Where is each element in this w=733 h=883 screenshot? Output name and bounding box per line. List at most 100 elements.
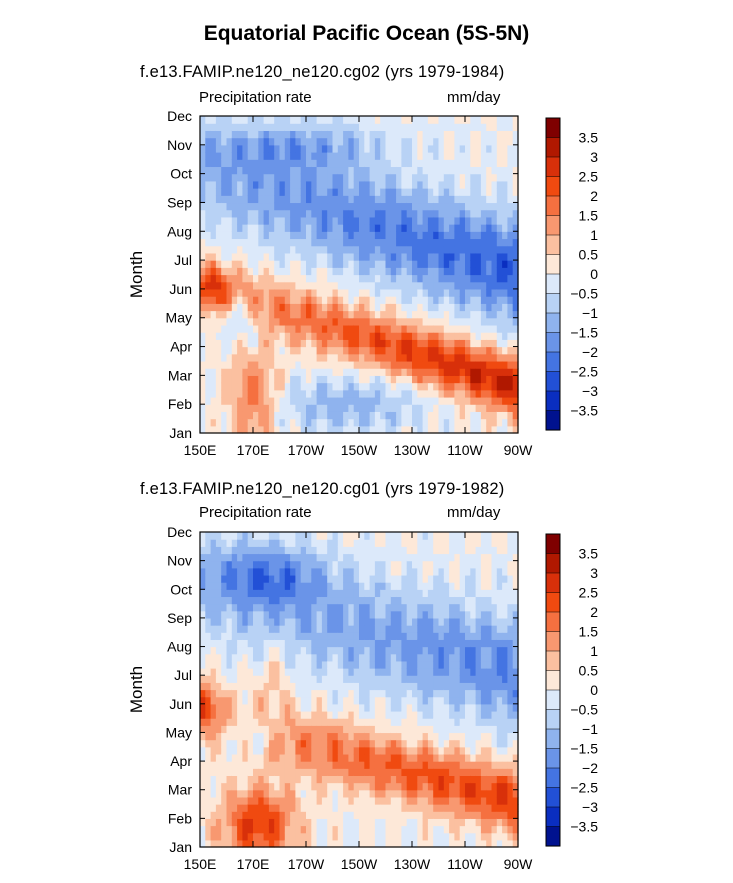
- panel2-cell: [433, 539, 440, 547]
- panel2-cell: [268, 574, 275, 583]
- panel1-cell: [242, 375, 249, 384]
- panel2-cell: [337, 689, 344, 698]
- panel1-cell: [226, 353, 233, 362]
- panel1-cell: [406, 396, 413, 405]
- panel2-cell: [226, 574, 233, 583]
- panel1-cell: [221, 180, 228, 189]
- panel2-cell: [253, 775, 259, 784]
- panel1-cell: [507, 346, 514, 355]
- panel1-cell: [274, 303, 281, 312]
- panel2-cell: [205, 560, 212, 569]
- panel1-cell: [306, 231, 312, 240]
- panel1-cell: [380, 152, 387, 160]
- panel1-cell: [480, 144, 487, 153]
- panel2-cell: [343, 804, 349, 812]
- panel1-cell: [295, 346, 302, 355]
- panel2-cell: [364, 804, 371, 812]
- panel2-cell: [226, 625, 233, 633]
- panel1-cell: [438, 375, 445, 384]
- panel1-cell: [215, 375, 222, 384]
- panel1-cell: [205, 173, 212, 182]
- panel1-cell: [486, 252, 493, 261]
- panel1-cell: [390, 130, 397, 139]
- panel2-cell: [385, 596, 392, 605]
- panel1-cell: [507, 116, 514, 124]
- panel2-cell: [253, 610, 259, 619]
- panel1-cell: [390, 332, 397, 340]
- panel1-cell: [374, 180, 381, 189]
- panel1-cell: [210, 245, 217, 254]
- panel1-cell: [263, 404, 270, 412]
- panel1-cell: [433, 324, 440, 333]
- panel2-cell: [268, 832, 275, 841]
- panel2-cell: [343, 596, 349, 605]
- panel1-cell: [290, 152, 296, 160]
- panel1-cell: [385, 231, 392, 240]
- panel2-cell: [253, 539, 259, 547]
- panel2-cell: [268, 553, 275, 562]
- panel1-cell: [348, 209, 355, 218]
- panel2-cell: [364, 703, 371, 712]
- panel1-cell: [300, 195, 307, 204]
- panel2-cell: [465, 739, 471, 748]
- panel1-cell: [470, 339, 477, 348]
- panel2-cell: [417, 596, 424, 605]
- panel2-cell: [422, 811, 429, 819]
- panel1-cell: [417, 310, 424, 319]
- panel1-cell: [390, 180, 397, 189]
- panel2-cell: [417, 718, 424, 726]
- panel2-cell: [215, 596, 222, 605]
- panel2-cell: [253, 703, 259, 712]
- panel1-cell: [438, 332, 445, 340]
- panel2-cell: [295, 675, 302, 683]
- panel2-cell: [284, 725, 291, 734]
- panel2-cell: [412, 768, 418, 777]
- panel2-cell: [337, 567, 344, 576]
- panel2-cell: [401, 732, 408, 741]
- panel2-cell: [427, 660, 434, 669]
- panel1-cell: [374, 116, 381, 124]
- panel2-cell: [343, 753, 349, 762]
- panel1-cell: [353, 144, 360, 153]
- panel1-cell: [290, 353, 296, 362]
- panel2-cell: [247, 725, 254, 734]
- panel1-cell: [263, 281, 270, 290]
- panel2-cell: [459, 539, 466, 547]
- panel2-cell: [427, 646, 434, 655]
- panel2-cell: [290, 682, 296, 691]
- panel2-cell: [459, 610, 466, 619]
- panel1-cell: [454, 245, 461, 254]
- panel1-cell: [258, 310, 265, 319]
- panel2-cell: [290, 582, 296, 590]
- panel2-cell: [311, 746, 318, 755]
- panel1-cell: [427, 274, 434, 283]
- panel2-cell: [268, 804, 275, 812]
- panel2-cell: [433, 832, 440, 841]
- panel1-cell: [247, 310, 254, 319]
- panel1-cell: [427, 411, 434, 420]
- panel1-cell: [274, 396, 281, 405]
- panel1-cell: [507, 425, 514, 434]
- panel2-cell: [443, 660, 450, 669]
- panel2-cell: [268, 539, 275, 547]
- panel1-cell: [475, 188, 482, 196]
- panel1-cell: [396, 202, 402, 211]
- panel1-cell: [221, 317, 228, 326]
- panel1-cell: [496, 159, 503, 168]
- panel1-cell: [465, 188, 471, 196]
- panel2-cell: [200, 682, 206, 691]
- panel2-cell: [258, 582, 265, 590]
- panel1-cell: [332, 252, 339, 261]
- panel1-cell: [348, 195, 355, 204]
- panel2-cell: [401, 710, 408, 719]
- panel1-cell: [364, 396, 371, 405]
- panel2-cell: [253, 646, 259, 655]
- panel1-cell: [221, 130, 228, 139]
- panel2-cell: [412, 782, 418, 791]
- panel1-cell: [348, 231, 355, 240]
- panel2-cell: [332, 689, 339, 698]
- panel1-cell: [247, 296, 254, 304]
- panel1-cell: [231, 144, 238, 153]
- panel1-cell: [401, 411, 408, 420]
- panel1-cell: [443, 260, 450, 268]
